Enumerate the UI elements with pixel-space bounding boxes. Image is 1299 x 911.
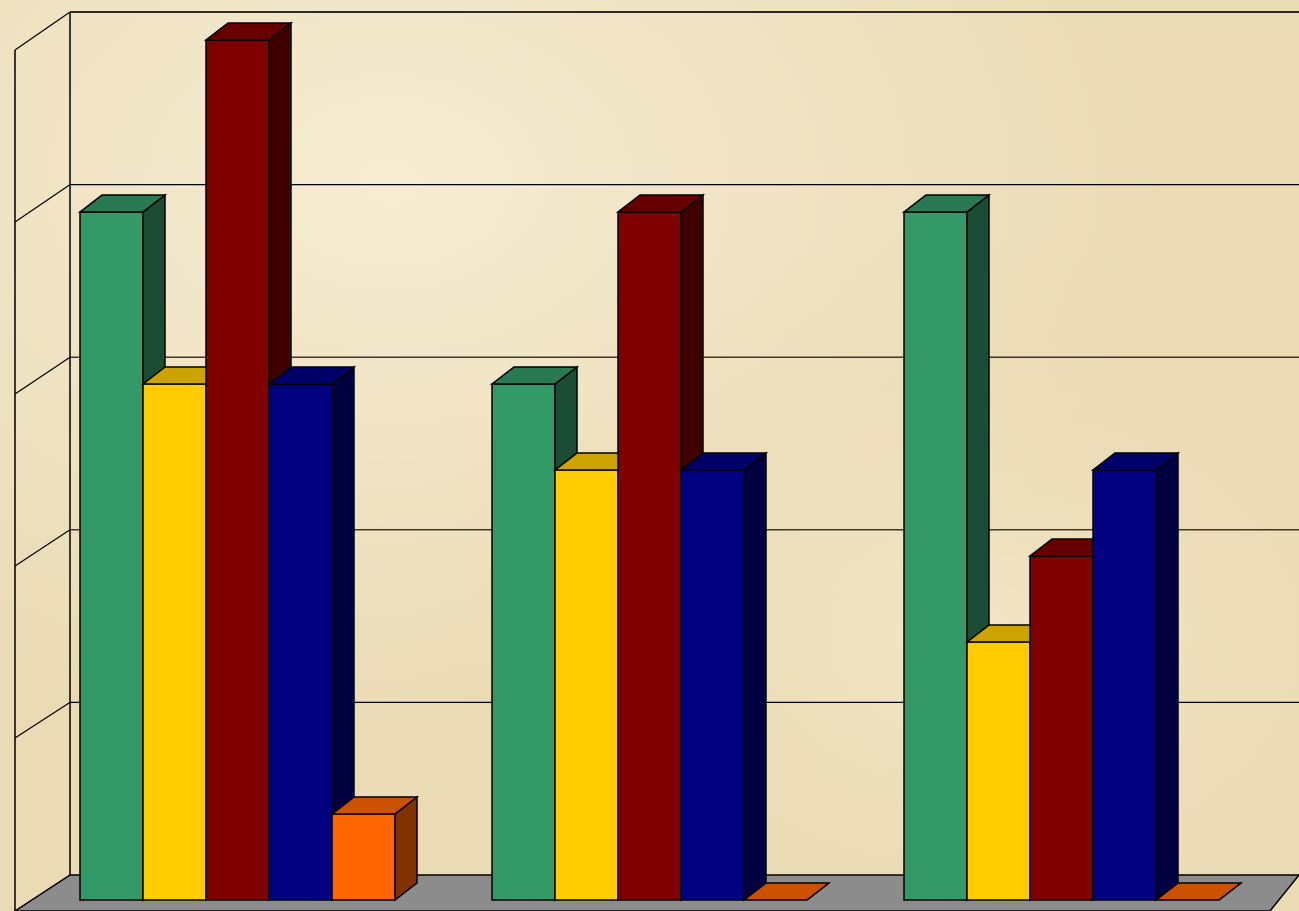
- bar: [1029, 555, 1094, 901]
- bar: [554, 469, 619, 901]
- bar-top: [678, 452, 769, 471]
- bar-top: [203, 22, 294, 41]
- bar: [966, 641, 1031, 901]
- bar: [1092, 469, 1157, 901]
- bars: [77, 21, 1244, 902]
- bar-top: [266, 366, 357, 385]
- bar-top: [1153, 882, 1244, 901]
- side-grid-line: [14, 184, 71, 223]
- bar-side: [743, 451, 767, 902]
- bar-top: [901, 194, 992, 213]
- bar: [268, 383, 333, 901]
- bar-top: [615, 194, 706, 213]
- bar-top: [489, 366, 580, 385]
- side-grid-line: [14, 529, 71, 567]
- bar: [205, 39, 270, 901]
- bar: [617, 211, 682, 901]
- bar-side: [394, 795, 418, 902]
- bar-top: [329, 796, 420, 815]
- bar-side: [1155, 451, 1179, 902]
- bar: [331, 813, 396, 901]
- bar: [79, 211, 144, 901]
- side-grid-line: [14, 701, 71, 739]
- bar-top: [77, 194, 168, 213]
- side-grid-line: [14, 11, 71, 51]
- bar-top: [741, 882, 832, 901]
- bar-top: [1090, 452, 1181, 471]
- side-grid-line: [14, 356, 71, 395]
- bar: [142, 383, 207, 901]
- bar: [491, 383, 556, 901]
- bar: [680, 469, 745, 901]
- bar: [903, 211, 968, 901]
